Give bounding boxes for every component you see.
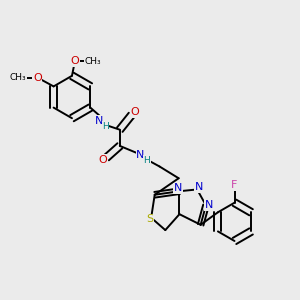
Text: O: O bbox=[70, 56, 79, 66]
Text: H: H bbox=[143, 155, 150, 164]
Text: N: N bbox=[174, 183, 182, 193]
Text: O: O bbox=[130, 107, 139, 117]
Text: N: N bbox=[194, 182, 203, 192]
Text: N: N bbox=[136, 150, 145, 160]
Text: CH₃: CH₃ bbox=[84, 57, 101, 66]
Text: O: O bbox=[99, 155, 107, 165]
Text: F: F bbox=[231, 180, 238, 190]
Text: O: O bbox=[33, 73, 42, 82]
Text: H: H bbox=[102, 122, 109, 130]
Text: N: N bbox=[95, 116, 103, 126]
Text: CH₃: CH₃ bbox=[10, 73, 27, 82]
Text: S: S bbox=[146, 214, 153, 224]
Text: N: N bbox=[205, 200, 213, 210]
